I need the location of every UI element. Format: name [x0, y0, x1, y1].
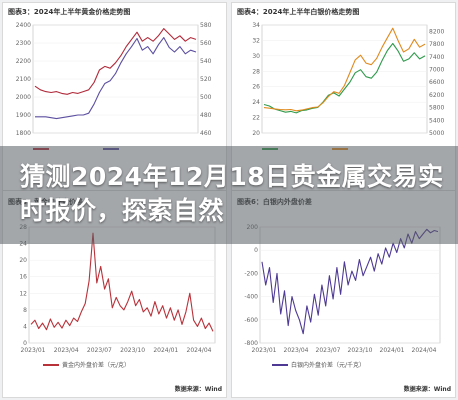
y2-tick-label: 520 — [200, 76, 212, 83]
x-tick-label: 2023/01 — [252, 347, 277, 354]
x-tick-label: 2024/01 — [380, 347, 405, 354]
y2-tick-label: 6600 — [429, 79, 444, 86]
x-tick-label: 2023/07 — [316, 347, 341, 354]
x-tick-label: 2023/04 — [284, 347, 309, 354]
chart-title: 图表3：2024年上半年黄金价格走势图 — [8, 7, 130, 16]
x-tick-label: 2024/04 — [187, 347, 212, 354]
y2-tick-label: 5000 — [429, 130, 444, 137]
x-tick-label: 2023/01 — [21, 347, 46, 354]
source-note: 数据来源：Wind — [175, 385, 222, 393]
x-tick-label: 2023/04 — [54, 347, 79, 354]
y2-tick-label: 460 — [200, 130, 212, 137]
y2-tick-label: 7400 — [429, 54, 444, 61]
x-tick-label: 2023/10 — [120, 347, 145, 354]
y-tick-label: 20 — [252, 130, 260, 137]
gold-price-chart-svg: 图表3：2024年上半年黄金价格走势图 1800 1900 2000 2100 2200 2… — [8, 7, 212, 150]
y-tick-label: 1900 — [16, 112, 31, 119]
y-tick-label: 2300 — [16, 40, 31, 47]
y2-tick-label: 580 — [200, 22, 212, 29]
y-tick-label: 2000 — [16, 94, 31, 101]
silver-price-chart-svg: 图表4：2024年上半年白银价格走势图 20 22 24 26 28 30 32 34 5000 5… — [237, 7, 444, 150]
y-tick-label: 1800 — [16, 130, 31, 137]
y2-tick-label: 7800 — [429, 41, 444, 48]
y2-tick-label: 6200 — [429, 92, 444, 99]
y-tick-label: -800 — [244, 340, 258, 347]
y-tick-label: 34 — [252, 22, 260, 29]
source-note: 数据来源：Wind — [404, 385, 451, 393]
y-tick-label: 2400 — [16, 22, 31, 29]
y-tick-label: 2200 — [16, 58, 31, 65]
series-line-0 — [30, 232, 214, 332]
y-tick-label: 0 — [23, 340, 27, 347]
y2-tick-label: 7000 — [429, 66, 444, 73]
headline-text: 猜测2024年12月18日贵金属交易实时报价，探索自然 — [20, 162, 444, 225]
y-tick-label: -400 — [244, 294, 258, 301]
plot-frame — [259, 226, 441, 344]
y-tick-label: 24 — [252, 99, 260, 106]
y-tick-label: 28 — [252, 68, 260, 75]
headline-banner — [0, 146, 458, 244]
y-tick-label: 12 — [19, 290, 27, 297]
y-tick-label: 0 — [254, 247, 258, 254]
x-tick-label: 2024/01 — [153, 347, 178, 354]
y-tick-label: 20 — [19, 257, 27, 264]
x-tick-label: 2023/07 — [87, 347, 112, 354]
y-tick-label: 32 — [252, 37, 260, 44]
chart-title: 图表4：2024年上半年白银价格走势图 — [237, 7, 359, 16]
legend-label: 白银内外盘价差（元/千克） — [291, 361, 365, 369]
y-tick-label: -200 — [244, 270, 258, 277]
y-tick-label: -600 — [244, 317, 258, 324]
y-tick-label: 8 — [23, 307, 27, 314]
series-line-1 — [35, 37, 197, 120]
y2-tick-label: 5400 — [429, 117, 444, 124]
y-tick-label: 30 — [252, 53, 260, 60]
y2-tick-label: 8200 — [429, 28, 444, 35]
y-tick-label: 24 — [19, 241, 27, 248]
y-tick-label: 26 — [252, 84, 260, 91]
x-tick-label: 2024/04 — [412, 347, 437, 354]
series-line-0 — [261, 228, 439, 335]
y2-tick-label: 560 — [200, 40, 212, 47]
legend-label: 黄金内外盘价差（元/克） — [62, 361, 130, 369]
series-line-1 — [263, 27, 426, 112]
plot-frame — [261, 24, 428, 134]
x-tick-label: 2023/10 — [348, 347, 373, 354]
series-line-0 — [34, 28, 197, 95]
y-tick-label: 4 — [23, 323, 27, 330]
series-line-0 — [263, 42, 426, 114]
y2-tick-label: 5800 — [429, 105, 444, 112]
plot-frame — [28, 226, 216, 344]
y-tick-label: 2100 — [16, 76, 31, 83]
y-tick-label: 22 — [252, 115, 260, 122]
y2-tick-label: 540 — [200, 58, 212, 65]
y2-tick-label: 500 — [200, 94, 212, 101]
y-tick-label: 16 — [19, 274, 27, 281]
y2-tick-label: 480 — [200, 112, 212, 119]
